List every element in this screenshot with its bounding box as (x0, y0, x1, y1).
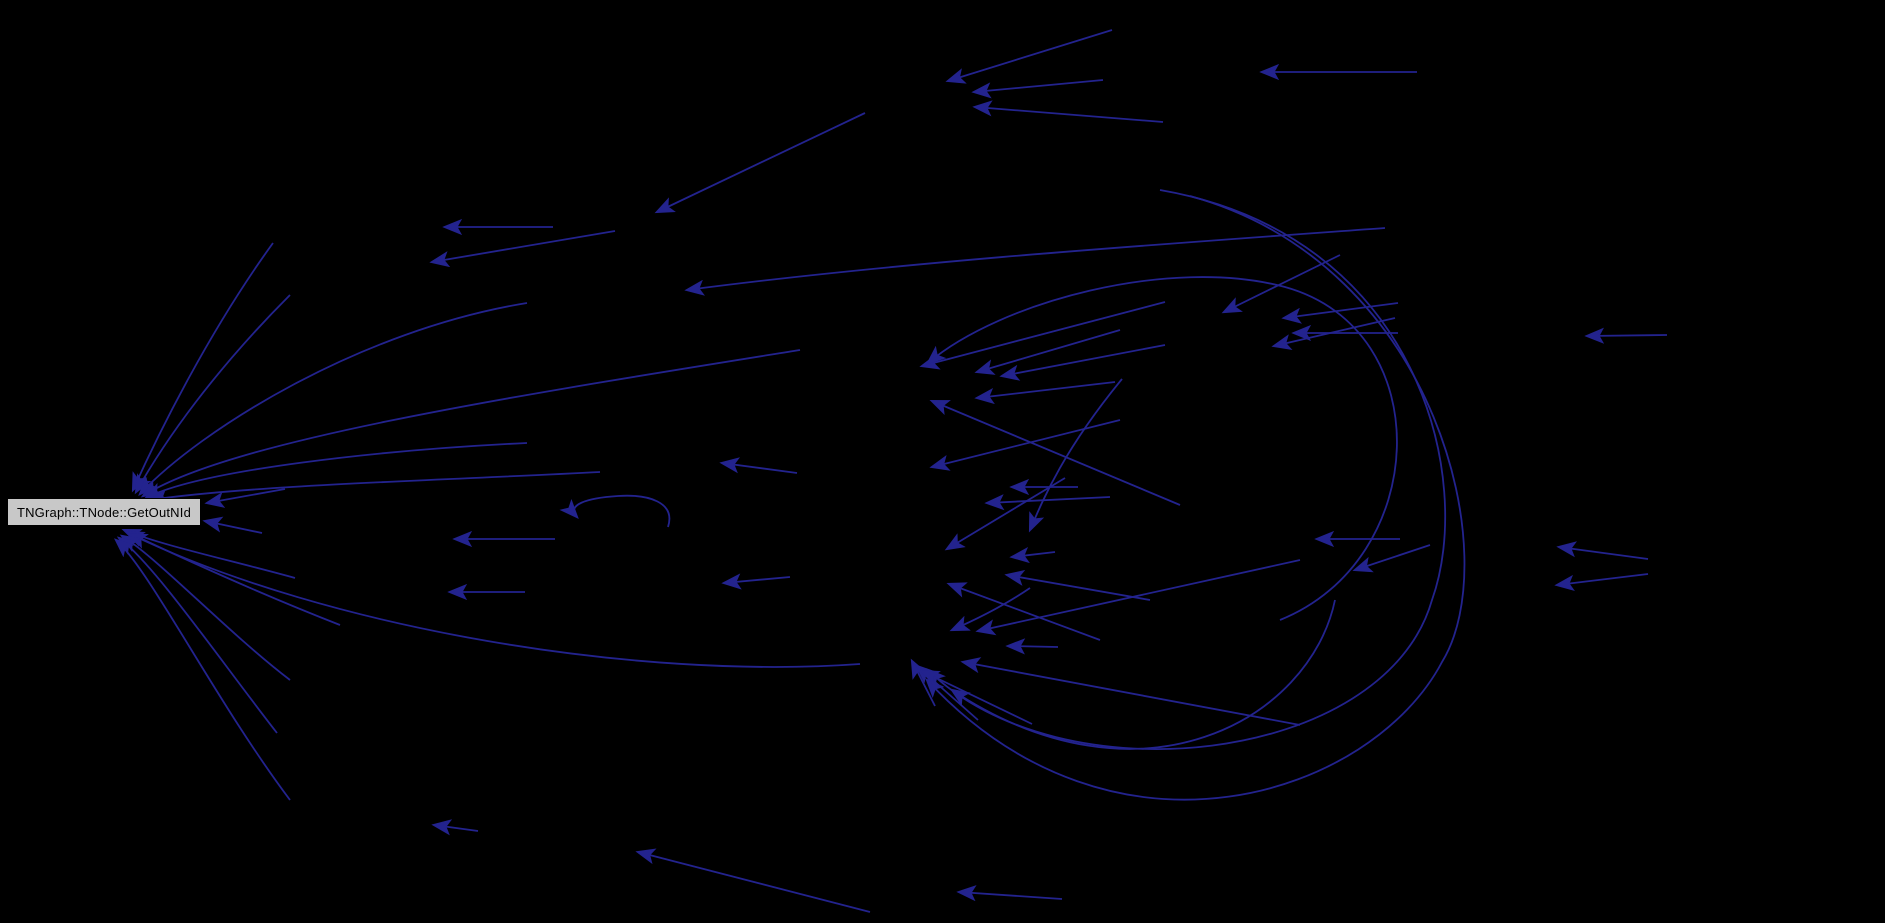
graph-edge (926, 189, 1447, 750)
graph-edge (113, 538, 291, 801)
graph-edge (138, 302, 528, 496)
graph-edge (1271, 317, 1396, 351)
focus-node-label: TNGraph::TNode::GetOutNId (16, 504, 192, 520)
graph-edge (431, 819, 479, 836)
graph-edge (147, 471, 601, 506)
graph-edge (949, 599, 1336, 750)
graph-edge (140, 349, 801, 498)
graph-edge (134, 294, 291, 495)
graph-edge (721, 573, 791, 590)
graph-edge (974, 329, 1121, 375)
graph-edge (429, 230, 616, 268)
graph-edge (960, 657, 1301, 726)
graph-edge (919, 669, 1033, 725)
graph-edge (202, 516, 263, 534)
graph-edge (1584, 327, 1668, 344)
graph-edge (925, 276, 1398, 621)
graph-edge (929, 399, 1181, 506)
graph-edge (919, 301, 1166, 370)
graph-edge (1554, 573, 1649, 591)
graph-edge (1352, 544, 1431, 573)
graph-edge (999, 344, 1166, 381)
graph-edge (719, 457, 798, 474)
graph-edge (945, 29, 1113, 84)
graph-edge (119, 534, 291, 681)
graph-edge (1004, 569, 1151, 601)
graph-edge (559, 494, 671, 528)
graph-edge (204, 488, 286, 508)
graph-edge (1281, 302, 1399, 324)
graph-edge (974, 381, 1116, 405)
graph-edge (1005, 638, 1059, 655)
graph-edge (984, 494, 1111, 511)
graph-edge (1221, 254, 1341, 314)
graph-edge (910, 658, 936, 707)
graph-edge (131, 242, 274, 493)
graph-edge (1028, 378, 1123, 533)
graph-edge (1556, 541, 1649, 560)
graph-edge (946, 582, 1101, 641)
graph-edge (929, 419, 1121, 471)
graph-edge (684, 227, 1386, 296)
graph-edge (944, 477, 1066, 551)
focus-node[interactable]: TNGraph::TNode::GetOutNId (7, 498, 201, 526)
graph-edge (971, 79, 1104, 99)
graph-edge (949, 587, 1031, 632)
graph-edge (654, 112, 866, 214)
graph-edge (972, 100, 1164, 123)
graph-edge (925, 195, 1466, 801)
graph-edge (143, 442, 528, 500)
graph-edge (127, 532, 861, 668)
graph-edge (1009, 546, 1056, 564)
graph-edge (635, 848, 871, 913)
graph-edge (975, 559, 1301, 636)
graph-edge (956, 885, 1063, 902)
